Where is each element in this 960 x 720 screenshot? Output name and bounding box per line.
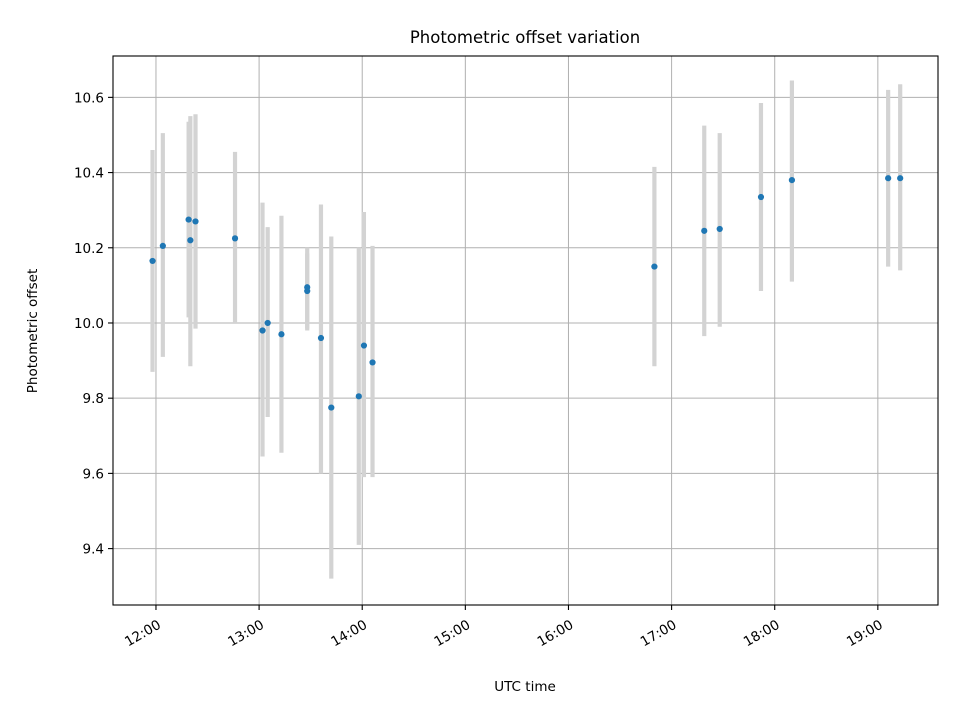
- data-point: [897, 175, 904, 182]
- y-axis-label: Photometric offset: [25, 269, 41, 393]
- data-point: [328, 404, 335, 411]
- data-point: [278, 331, 285, 338]
- data-point: [757, 193, 765, 201]
- data-point: [651, 263, 658, 270]
- data-point: [187, 237, 194, 244]
- data-point: [788, 176, 796, 184]
- data-point: [264, 319, 271, 327]
- data-point: [231, 235, 239, 242]
- data-point: [355, 393, 362, 400]
- data-point: [360, 342, 368, 349]
- chart-title: Photometric offset variation: [410, 28, 640, 47]
- y-tick-label: 10.2: [74, 241, 104, 257]
- data-point: [369, 359, 376, 366]
- data-point: [149, 257, 156, 265]
- data-point: [701, 227, 708, 234]
- y-tick-label: 10.6: [74, 90, 104, 106]
- data-point: [317, 334, 325, 342]
- y-axis-ticks: 9.4 9.6 9.8 10.0 10.2 10.4 10.6: [74, 90, 113, 558]
- data-point: [192, 218, 199, 225]
- y-tick-label: 9.4: [83, 542, 104, 558]
- data-point: [304, 287, 311, 295]
- x-axis-label: UTC time: [494, 679, 556, 695]
- data-point: [716, 225, 723, 233]
- grid-layer: [113, 56, 938, 605]
- data-point: [259, 327, 266, 334]
- y-tick-label: 9.8: [83, 391, 104, 407]
- y-tick-label: 10.4: [74, 166, 104, 182]
- y-tick-label: 9.6: [83, 466, 104, 482]
- data-point: [159, 242, 166, 249]
- data-point: [885, 175, 892, 182]
- y-tick-label: 10.0: [74, 316, 104, 332]
- data-point: [185, 216, 192, 223]
- point-layer: [149, 175, 904, 411]
- axes-frame: [112, 55, 939, 606]
